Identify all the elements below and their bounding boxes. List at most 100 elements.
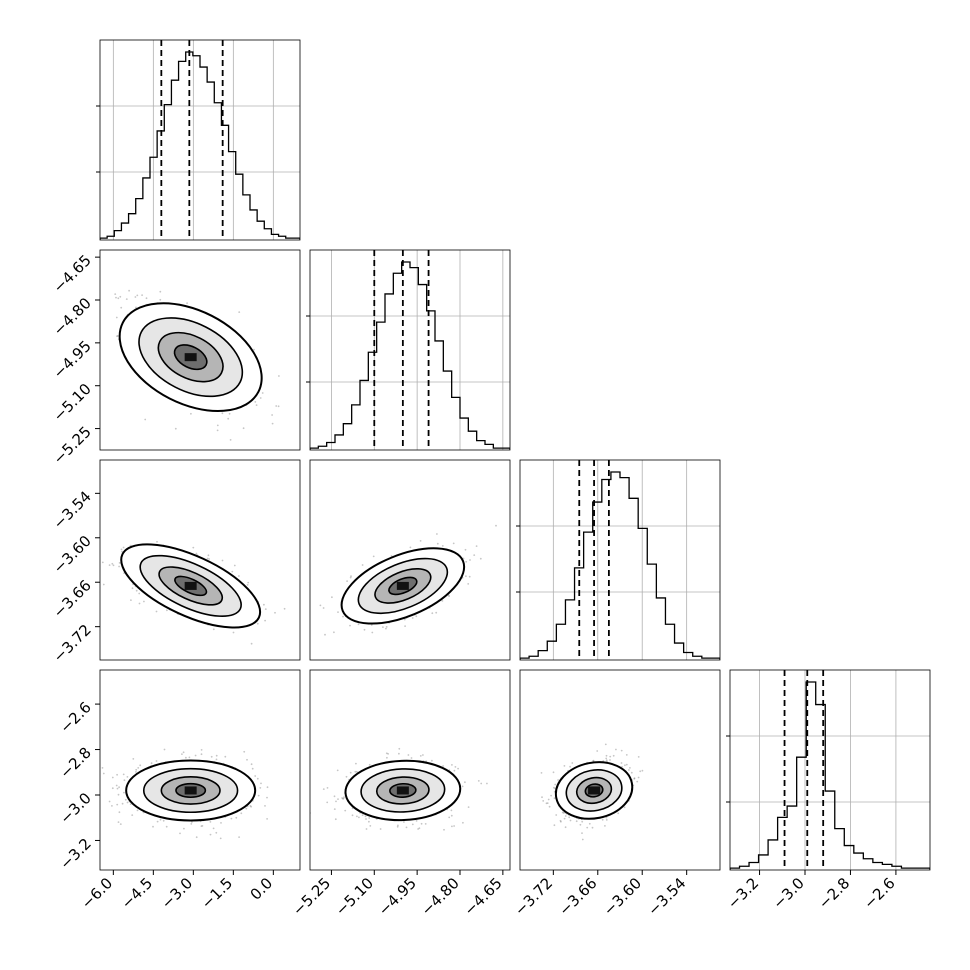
scatter-point bbox=[419, 540, 422, 542]
panel-frame-3-0 bbox=[99, 669, 301, 871]
scatter-point bbox=[453, 825, 455, 827]
scatter-point bbox=[242, 427, 245, 430]
scatter-point bbox=[409, 546, 412, 549]
scatter-point bbox=[349, 771, 352, 774]
scatter-point bbox=[357, 623, 360, 626]
scatter-point bbox=[111, 805, 113, 807]
scatter-point bbox=[102, 772, 105, 775]
scatter-point bbox=[625, 763, 628, 766]
scatter-point bbox=[415, 820, 418, 822]
scatter-point bbox=[266, 796, 268, 799]
scatter-point bbox=[354, 770, 357, 773]
scatter-point bbox=[350, 575, 352, 578]
scatter-point bbox=[358, 816, 360, 819]
scatter-point bbox=[342, 797, 345, 800]
scatter-point bbox=[209, 833, 212, 836]
scatter-point bbox=[256, 777, 259, 780]
scatter-point bbox=[139, 764, 142, 767]
scatter-point bbox=[620, 749, 623, 752]
scatter-point bbox=[124, 798, 127, 801]
scatter-point bbox=[138, 602, 141, 605]
scatter-point bbox=[480, 782, 483, 785]
scatter-point bbox=[633, 777, 636, 780]
scatter-point bbox=[212, 628, 215, 631]
panel-frame-1-0 bbox=[99, 249, 301, 451]
scatter-point bbox=[398, 752, 400, 755]
scatter-point bbox=[436, 533, 438, 535]
density-peak bbox=[396, 786, 409, 795]
scatter-point bbox=[382, 626, 384, 628]
scatter-point bbox=[555, 814, 558, 816]
scatter-point bbox=[274, 611, 276, 614]
scatter-point bbox=[264, 805, 266, 807]
scatter-point bbox=[386, 756, 388, 759]
scatter-point bbox=[261, 392, 264, 394]
scatter-point bbox=[605, 819, 608, 821]
hist-panel-3 bbox=[726, 669, 931, 871]
scatter-point bbox=[130, 599, 132, 601]
scatter-point bbox=[545, 802, 548, 805]
panel-frame-3-3 bbox=[729, 669, 931, 871]
scatter-point bbox=[349, 624, 351, 627]
scatter-point bbox=[271, 422, 274, 425]
scatter-point bbox=[254, 775, 257, 777]
scatter-point bbox=[628, 769, 630, 771]
scatter-point bbox=[118, 786, 120, 789]
scatter-point bbox=[411, 617, 414, 619]
scatter-point bbox=[135, 771, 137, 773]
scatter-point bbox=[451, 764, 453, 766]
scatter-point bbox=[553, 824, 556, 827]
scatter-point bbox=[469, 559, 471, 561]
scatter-point bbox=[407, 754, 410, 756]
scatter-point bbox=[464, 781, 466, 784]
scatter-point bbox=[108, 564, 111, 566]
scatter-point bbox=[245, 807, 248, 810]
scatter-point bbox=[465, 560, 468, 563]
hist-panel-0 bbox=[96, 39, 301, 241]
density-peak bbox=[184, 353, 197, 362]
scatter-point bbox=[344, 809, 347, 812]
scatter-point bbox=[450, 809, 453, 812]
scatter-point bbox=[243, 750, 246, 753]
scatter-point bbox=[192, 546, 195, 549]
panel-frame-2-1 bbox=[309, 459, 511, 661]
scatter-point bbox=[365, 818, 367, 820]
scatter-point bbox=[215, 758, 218, 761]
scatter-point bbox=[117, 793, 120, 796]
scatter-point bbox=[118, 811, 121, 814]
scatter-point bbox=[121, 802, 124, 805]
scatter-point bbox=[259, 787, 262, 789]
histogram-3 bbox=[730, 681, 930, 870]
scatter-point bbox=[417, 828, 419, 830]
scatter-point bbox=[398, 747, 401, 750]
scatter-point bbox=[424, 823, 427, 825]
scatter-point bbox=[190, 412, 192, 415]
scatter-point bbox=[259, 397, 262, 399]
scatter-point bbox=[247, 581, 250, 584]
scatter-point bbox=[162, 819, 165, 822]
scatter-point bbox=[208, 558, 211, 560]
scatter-point bbox=[230, 817, 233, 820]
density-peak bbox=[184, 786, 197, 795]
scatter-point bbox=[448, 816, 451, 819]
scatter-point bbox=[436, 542, 439, 545]
scatter-point bbox=[385, 627, 387, 630]
scatter-point bbox=[368, 817, 371, 819]
scatter-point bbox=[233, 564, 236, 567]
panel-frame-3-1 bbox=[309, 669, 511, 871]
scatter-point bbox=[441, 545, 444, 547]
scatter-point bbox=[356, 815, 358, 818]
scatter-point bbox=[250, 763, 253, 766]
scatter-point bbox=[620, 762, 623, 764]
scatter-point bbox=[212, 827, 215, 830]
scatter-point bbox=[351, 814, 354, 817]
scatter-point bbox=[246, 758, 248, 761]
scatter-point bbox=[468, 575, 471, 578]
panel-frame-1-1 bbox=[309, 249, 511, 451]
scatter-point bbox=[385, 626, 388, 628]
scatter-point bbox=[336, 769, 339, 772]
scatter-point bbox=[116, 335, 118, 338]
scatter-point bbox=[564, 826, 567, 829]
scatter-point bbox=[227, 417, 230, 420]
scatter-point bbox=[200, 825, 203, 827]
